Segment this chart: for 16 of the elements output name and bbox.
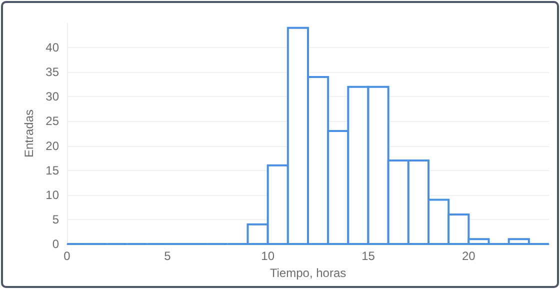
y-tick-label: 5 [52, 212, 60, 226]
y-axis-title: Entradas [22, 109, 36, 158]
y-tick-label: 40 [46, 40, 60, 55]
y-tick-label: 25 [46, 114, 60, 128]
x-axis-title: Tiempo, horas [270, 266, 346, 280]
y-tick-label: 30 [46, 90, 60, 104]
x-tick-label: 10 [261, 249, 275, 263]
x-tick-label: 0 [64, 249, 71, 263]
y-tick-label: 0 [52, 237, 60, 251]
x-tick-label: 15 [362, 249, 376, 263]
x-tick-label: 20 [462, 249, 476, 263]
y-tick-label: 35 [46, 65, 60, 80]
y-tick-label: 10 [46, 188, 60, 202]
y-tick-label: 15 [46, 163, 60, 178]
y-tick-label: 20 [46, 138, 60, 153]
x-tick-label: 5 [164, 249, 172, 263]
